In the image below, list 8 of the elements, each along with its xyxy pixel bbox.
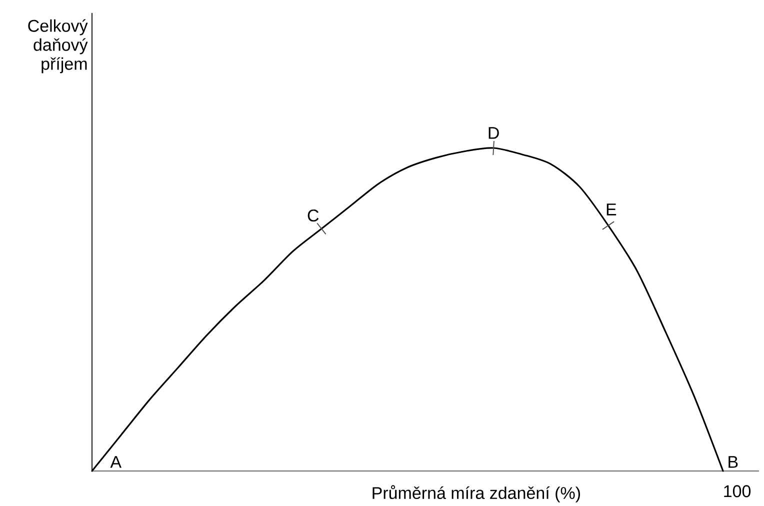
text: 100 bbox=[724, 485, 751, 498]
y-axis-title: Celkový daňový příjem bbox=[28, 19, 88, 74]
annotation: B bbox=[728, 456, 738, 468]
x-axis-title: Průměrná míra zdanění (%) bbox=[372, 485, 580, 502]
annotation: C bbox=[308, 210, 319, 222]
annotation: E bbox=[606, 204, 616, 216]
annotation: D bbox=[488, 127, 499, 139]
annotation: A bbox=[110, 456, 122, 468]
